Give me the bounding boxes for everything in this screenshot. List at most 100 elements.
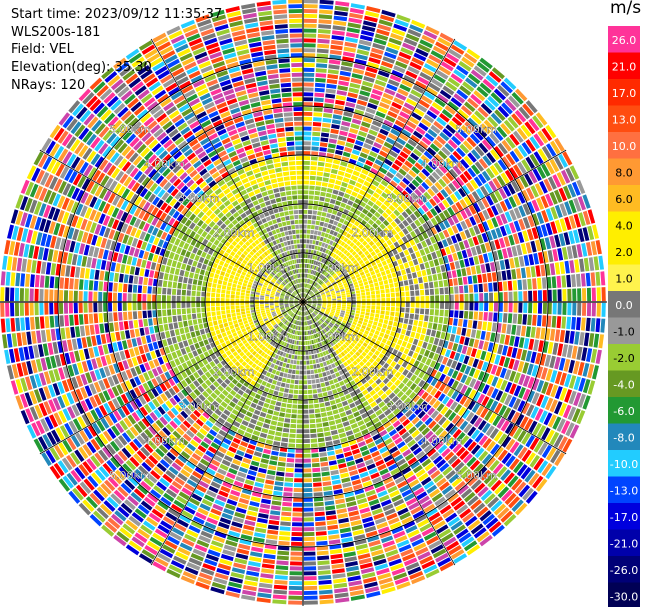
velocity-gate bbox=[427, 275, 433, 282]
velocity-gate bbox=[382, 212, 389, 219]
velocity-gate bbox=[187, 284, 192, 290]
velocity-gate bbox=[563, 232, 571, 246]
velocity-gate bbox=[346, 294, 351, 298]
velocity-gate bbox=[314, 87, 325, 93]
velocity-gate bbox=[345, 289, 350, 293]
velocity-gate bbox=[258, 130, 267, 137]
velocity-gate bbox=[495, 215, 504, 226]
velocity-gate bbox=[39, 275, 45, 288]
velocity-gate bbox=[339, 259, 344, 264]
velocity-gate bbox=[261, 170, 269, 176]
velocity-gate bbox=[417, 234, 425, 242]
velocity-gate bbox=[370, 196, 377, 203]
velocity-gate bbox=[303, 18, 317, 23]
velocity-gate bbox=[267, 220, 273, 226]
velocity-gate bbox=[290, 48, 303, 53]
velocity-gate bbox=[430, 295, 435, 302]
velocity-gate bbox=[521, 159, 531, 172]
velocity-gate bbox=[89, 269, 95, 280]
velocity-gate bbox=[428, 161, 437, 170]
velocity-gate bbox=[293, 116, 303, 121]
velocity-gate bbox=[359, 286, 365, 290]
velocity-gate bbox=[141, 259, 147, 268]
velocity-gate bbox=[387, 273, 392, 279]
velocity-gate bbox=[447, 217, 455, 226]
velocity-gate bbox=[405, 241, 412, 249]
velocity-gate bbox=[353, 186, 360, 193]
velocity-gate bbox=[403, 199, 412, 207]
velocity-gate bbox=[554, 234, 561, 248]
velocity-gate bbox=[310, 170, 317, 176]
velocity-gate bbox=[292, 97, 303, 102]
velocity-gate bbox=[126, 255, 133, 265]
velocity-gate bbox=[261, 99, 271, 106]
velocity-gate bbox=[359, 201, 367, 208]
velocity-gate bbox=[425, 238, 432, 246]
velocity-gate bbox=[470, 246, 477, 256]
velocity-gate bbox=[291, 58, 303, 63]
velocity-gate bbox=[261, 218, 267, 224]
velocity-gate bbox=[273, 157, 281, 163]
velocity-gate bbox=[327, 275, 332, 279]
velocity-gate bbox=[98, 248, 104, 259]
velocity-gate bbox=[459, 294, 464, 302]
velocity-gate bbox=[378, 215, 386, 223]
velocity-gate bbox=[127, 284, 133, 293]
velocity-gate bbox=[280, 82, 291, 88]
velocity-gate bbox=[317, 286, 322, 290]
velocity-gate bbox=[586, 242, 593, 256]
velocity-gate bbox=[373, 278, 378, 283]
velocity-gate bbox=[436, 192, 445, 201]
velocity-gate bbox=[363, 215, 370, 222]
velocity-gate bbox=[263, 109, 273, 115]
velocity-gate bbox=[379, 285, 385, 290]
velocity-gate bbox=[174, 268, 180, 276]
velocity-gate bbox=[311, 146, 319, 151]
velocity-gate bbox=[194, 254, 200, 262]
velocity-gate bbox=[308, 205, 313, 210]
velocity-gate bbox=[440, 295, 445, 302]
velocity-gate bbox=[317, 161, 325, 167]
velocity-gate bbox=[227, 317, 232, 322]
velocity-gate bbox=[365, 291, 371, 296]
velocity-gate bbox=[549, 263, 556, 276]
velocity-gate bbox=[530, 266, 536, 278]
velocity-gate bbox=[355, 241, 361, 247]
velocity-gate bbox=[386, 216, 393, 223]
velocity-gate bbox=[332, 241, 337, 247]
velocity-gate bbox=[339, 75, 350, 82]
velocity-gate bbox=[513, 147, 524, 160]
velocity-gate bbox=[282, 166, 289, 172]
velocity-gate bbox=[341, 261, 346, 266]
velocity-gate bbox=[517, 279, 523, 290]
velocity-gate bbox=[335, 278, 341, 283]
velocity-gate bbox=[414, 228, 421, 236]
velocity-gate bbox=[590, 241, 598, 256]
velocity-gate bbox=[115, 331, 121, 341]
velocity-gate bbox=[263, 222, 269, 228]
velocity-gate bbox=[394, 233, 401, 241]
velocity-gate bbox=[148, 318, 153, 326]
velocity-gate bbox=[29, 302, 34, 316]
velocity-gate bbox=[182, 314, 187, 321]
velocity-gate bbox=[182, 257, 189, 264]
velocity-gate bbox=[128, 320, 134, 329]
velocity-gate bbox=[339, 70, 351, 77]
velocity-gate bbox=[355, 234, 362, 240]
velocity-gate bbox=[39, 302, 44, 315]
velocity-gate bbox=[309, 259, 312, 264]
velocity-gate bbox=[424, 178, 433, 187]
velocity-gate bbox=[305, 254, 308, 259]
velocity-gate bbox=[400, 202, 408, 210]
velocity-gate bbox=[418, 99, 430, 109]
velocity-gate bbox=[311, 244, 315, 250]
velocity-gate bbox=[325, 291, 330, 295]
velocity-gate bbox=[547, 176, 557, 190]
velocity-gate bbox=[25, 273, 30, 287]
velocity-gate bbox=[509, 133, 520, 146]
velocity-gate bbox=[391, 297, 396, 302]
velocity-gate bbox=[398, 230, 405, 238]
velocity-gate bbox=[522, 217, 531, 229]
velocity-gate bbox=[268, 133, 277, 139]
velocity-gate bbox=[388, 204, 396, 212]
